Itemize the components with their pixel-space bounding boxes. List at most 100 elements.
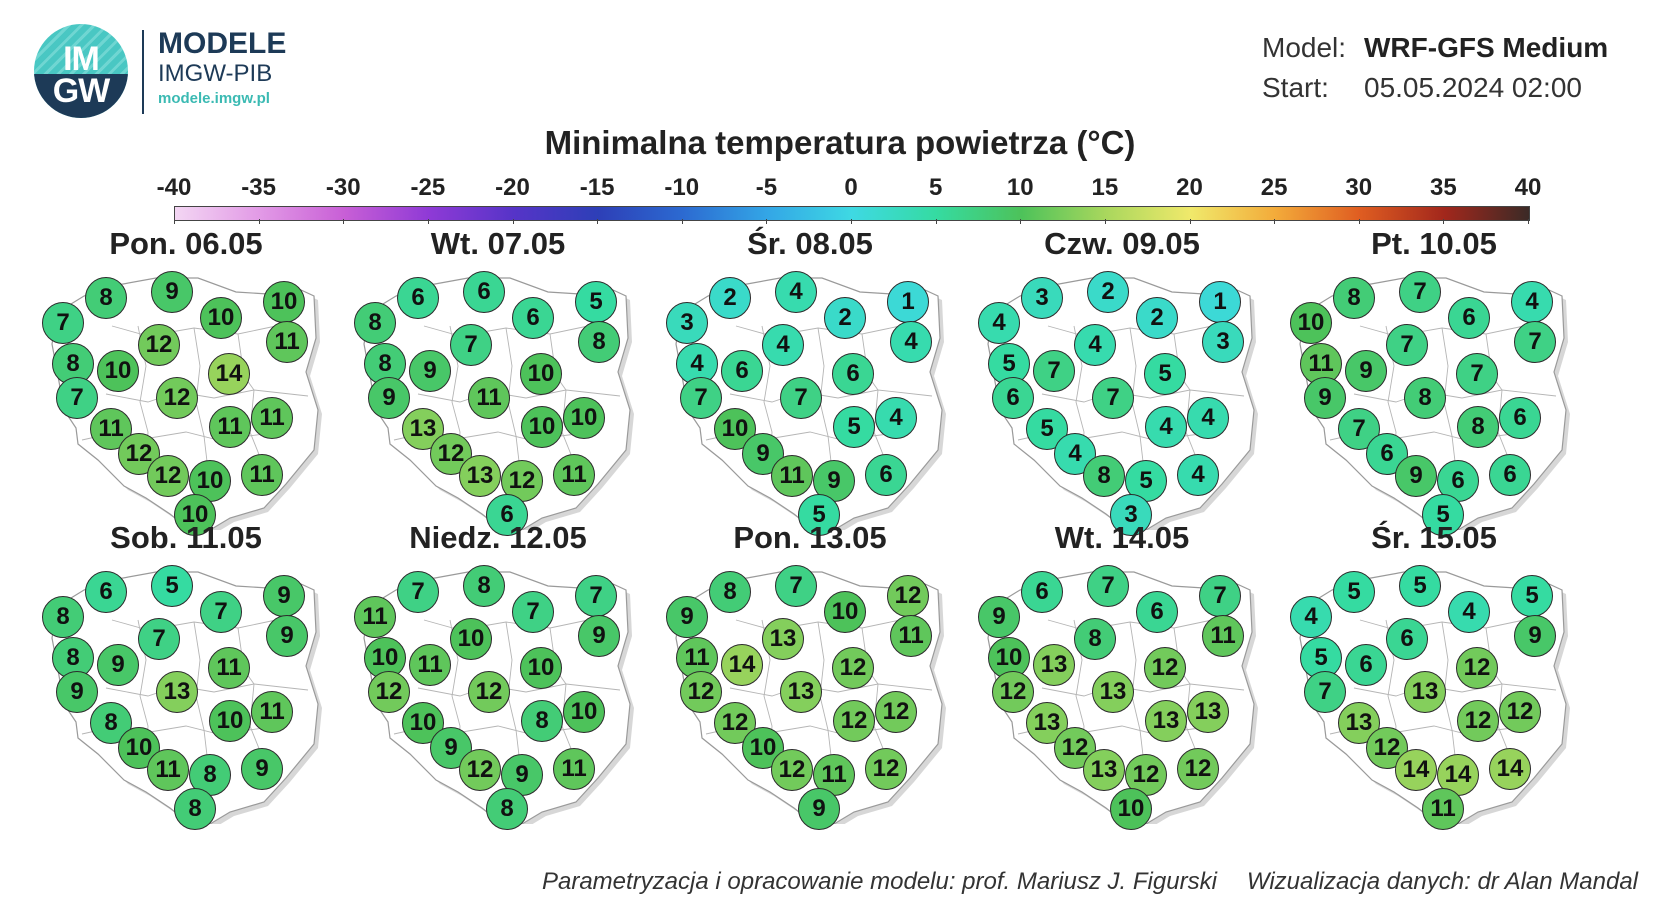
station-temperature: 7 bbox=[56, 377, 98, 419]
station-temperature: 8 bbox=[521, 700, 563, 742]
station-temperature: 6 bbox=[992, 377, 1034, 419]
station-temperature: 8 bbox=[709, 571, 751, 613]
station-temperature: 12 bbox=[1457, 700, 1499, 742]
station-temperature: 4 bbox=[978, 302, 1020, 344]
forecast-panel: Śr. 15.05 4 5 5 4 5 6 9 5 6 12 7 13 13 12 12 12 14 14 14 11 bbox=[1266, 520, 1602, 830]
station-temperature: 5 bbox=[1125, 460, 1167, 502]
colorbar-tick-label: -35 bbox=[241, 174, 276, 201]
station-temperature: 4 bbox=[1290, 596, 1332, 638]
station-temperature: 10 bbox=[118, 727, 160, 769]
map-title: Minimalna temperatura powietrza (°C) bbox=[544, 124, 1136, 161]
station-temperature: 8 bbox=[1083, 455, 1125, 497]
day-label: Śr. 15.05 bbox=[1371, 520, 1497, 555]
colorbar-tick-label: 35 bbox=[1430, 174, 1457, 201]
station-temperature: 11 bbox=[147, 749, 189, 791]
station-temperature: 7 bbox=[1092, 377, 1134, 419]
colorbar-tick-label: 40 bbox=[1514, 174, 1542, 201]
station-temperature: 12 bbox=[992, 671, 1034, 713]
station-temperature: 5 bbox=[1144, 353, 1186, 395]
station-temperature: 4 bbox=[1054, 433, 1096, 475]
station-temperature: 11 bbox=[676, 637, 718, 679]
station-temperature: 6 bbox=[1386, 618, 1428, 660]
station-temperature: 7 bbox=[1456, 353, 1498, 395]
station-temperature: 4 bbox=[775, 271, 817, 313]
station-temperature: 4 bbox=[1074, 324, 1116, 366]
station-temperature: 4 bbox=[1177, 454, 1219, 496]
forecast-panel: Czw. 09.05 4 3 2 2 1 4 3 5 7 5 6 7 5 4 4 4 8 5 4 3 bbox=[954, 226, 1290, 536]
colorbar-tick-label: 15 bbox=[1091, 174, 1119, 201]
station-temperature: 11 bbox=[890, 615, 932, 657]
station-temperature: 8 bbox=[1457, 406, 1499, 448]
station-temperature: 9 bbox=[1345, 350, 1387, 392]
station-temperature: 8 bbox=[174, 788, 216, 830]
colorbar-tick-mark bbox=[851, 219, 852, 224]
station-temperature: 5 bbox=[1422, 494, 1464, 536]
colorbar-tick-label: -5 bbox=[755, 174, 778, 201]
station-temperature: 9 bbox=[1514, 615, 1556, 657]
station-temperature: 9 bbox=[1304, 377, 1346, 419]
station-temperature: 11 bbox=[468, 377, 510, 419]
station-temperature: 6 bbox=[1489, 454, 1531, 496]
forecast-panel: Pon. 06.05 7 8 9 10 10 12 11 8 10 14 7 12 11 11 11 12 12 1… bbox=[18, 226, 354, 536]
station-temperature: 13 bbox=[402, 408, 444, 450]
station-temperature: 10 bbox=[364, 637, 406, 679]
station-temperature: 6 bbox=[486, 494, 528, 536]
station-temperature: 9 bbox=[241, 748, 283, 790]
station-temperature: 8 bbox=[463, 565, 505, 607]
station-temperature: 10 bbox=[200, 297, 242, 339]
day-label: Niedz. 12.05 bbox=[409, 520, 587, 555]
station-temperature: 11 bbox=[208, 647, 250, 689]
station-temperature: 7 bbox=[450, 324, 492, 366]
station-temperature: 12 bbox=[459, 749, 501, 791]
station-temperature: 11 bbox=[1422, 788, 1464, 830]
colorbar-tick-mark bbox=[174, 219, 175, 224]
station-temperature: 2 bbox=[709, 277, 751, 319]
station-temperature: 7 bbox=[1087, 565, 1129, 607]
colorbar-tick-mark bbox=[343, 219, 345, 224]
station-temperature: 11 bbox=[771, 455, 813, 497]
station-temperature: 5 bbox=[1511, 575, 1553, 617]
station-temperature: 11 bbox=[241, 454, 283, 496]
station-temperature: 13 bbox=[1187, 691, 1229, 733]
station-temperature: 9 bbox=[56, 671, 98, 713]
station-temperature: 13 bbox=[1033, 644, 1075, 686]
day-label: Sob. 11.05 bbox=[110, 520, 262, 555]
colorbar-tick-mark bbox=[1528, 219, 1529, 224]
station-temperature: 12 bbox=[833, 700, 875, 742]
colorbar-tick-mark bbox=[512, 219, 514, 224]
colorbar-tick-label: -40 bbox=[156, 174, 192, 201]
station-temperature: 12 bbox=[680, 671, 722, 713]
colorbar-tick-mark bbox=[427, 219, 429, 224]
station-temperature: 11 bbox=[354, 596, 396, 638]
station-temperature: 12 bbox=[1125, 754, 1167, 796]
colorbar-tick-mark bbox=[766, 219, 768, 224]
station-temperature: 7 bbox=[1033, 350, 1075, 392]
station-temperature: 8 bbox=[354, 302, 396, 344]
day-label: Śr. 08.05 bbox=[747, 226, 873, 261]
forecast-panel: Pt. 10.05 10 8 7 6 4 7 7 11 9 7 9 8 7 8 6 6 9 6 6 5 bbox=[1266, 226, 1602, 536]
colorbar-labels: -40 -35 -30 -25 -20 -15 -10 -5 0 5 10 15 20 25 30 35 40 bbox=[0, 174, 1680, 204]
colorbar-tick-mark bbox=[597, 219, 599, 224]
colorbar-tick-mark bbox=[935, 219, 937, 224]
logo-divider bbox=[142, 30, 144, 114]
station-temperature: 7 bbox=[1399, 271, 1441, 313]
station-temperature: 8 bbox=[85, 277, 127, 319]
colorbar-tick-label: 25 bbox=[1260, 174, 1288, 201]
station-temperature: 12 bbox=[147, 455, 189, 497]
station-temperature: 10 bbox=[742, 727, 784, 769]
station-temperature: 5 bbox=[1399, 565, 1441, 607]
station-temperature: 5 bbox=[151, 565, 193, 607]
station-temperature: 12 bbox=[875, 691, 917, 733]
station-temperature: 12 bbox=[156, 377, 198, 419]
station-temperature: 4 bbox=[1145, 406, 1187, 448]
station-temperature: 13 bbox=[1404, 671, 1446, 713]
logo-url: modele.imgw.pl bbox=[158, 90, 270, 107]
station-temperature: 3 bbox=[1021, 277, 1063, 319]
station-temperature: 5 bbox=[575, 281, 617, 323]
forecast-panel: Wt. 14.05 9 6 7 6 7 8 11 10 13 12 12 13 13 13 13 12 13 12 1… bbox=[954, 520, 1290, 830]
logo-subtitle: IMGW-PIB bbox=[158, 60, 273, 87]
station-temperature: 14 bbox=[1395, 749, 1437, 791]
station-temperature: 6 bbox=[1345, 644, 1387, 686]
station-temperature: 9 bbox=[666, 596, 708, 638]
station-temperature: 1 bbox=[887, 281, 929, 323]
